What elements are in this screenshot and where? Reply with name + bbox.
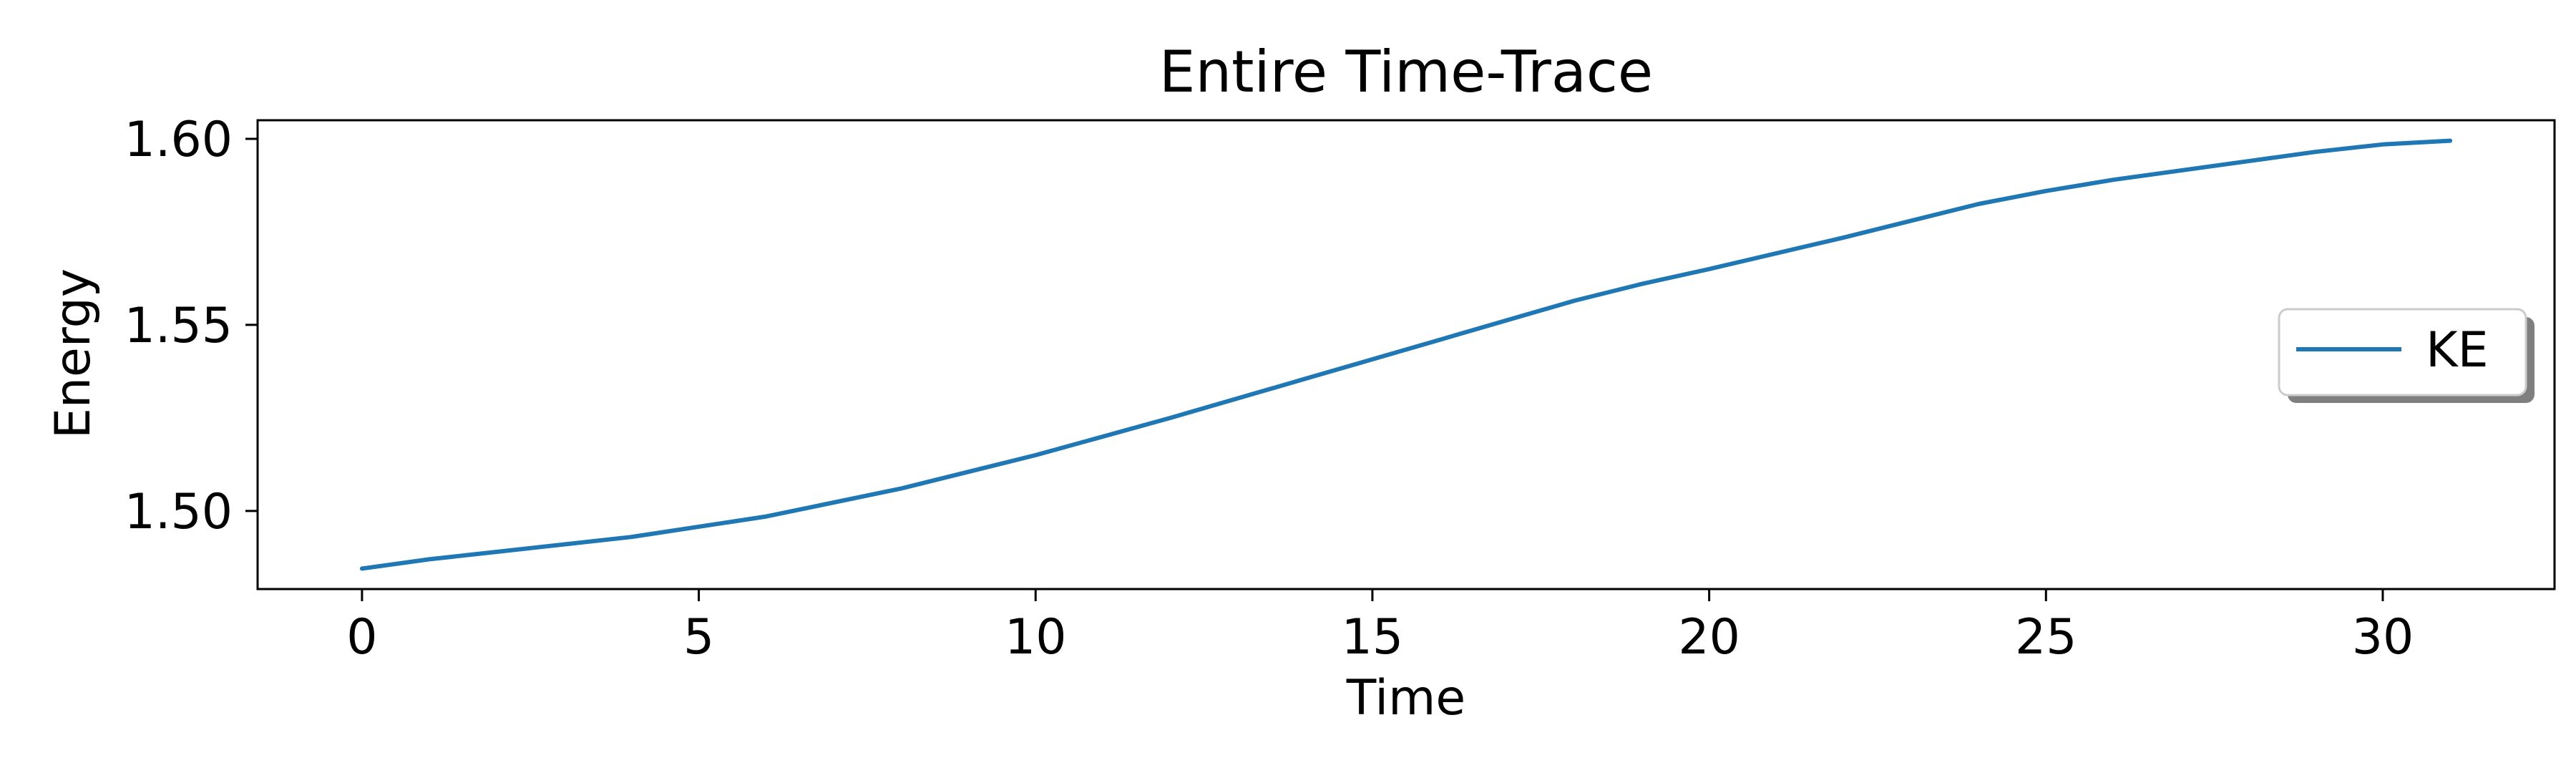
y-tick-label: 1.50 xyxy=(125,484,233,540)
x-tick-label: 30 xyxy=(2352,609,2414,666)
series-line-ke xyxy=(359,138,2453,571)
y-tick-label: 1.60 xyxy=(125,112,233,168)
legend-label-ke: KE xyxy=(2426,322,2489,379)
x-tick-label: 20 xyxy=(1678,609,1740,666)
x-tick-label: 15 xyxy=(1342,609,1404,666)
axes-frame xyxy=(256,119,2556,590)
y-axis-ticks: 1.50 1.55 1.60 xyxy=(125,112,258,540)
x-axis-label: Time xyxy=(1346,670,1465,726)
x-tick-label: 5 xyxy=(683,609,714,666)
x-tick-label: 10 xyxy=(1005,609,1067,666)
x-tick-label: 0 xyxy=(346,609,377,666)
x-tick-label: 25 xyxy=(2015,609,2077,666)
legend: KE xyxy=(2278,308,2534,403)
plot-area: 0 5 10 15 20 25 30 1.50 1.55 1.60 xyxy=(125,112,2556,666)
y-axis-label: Energy xyxy=(45,268,102,439)
legend-box xyxy=(2278,308,2527,397)
chart-title: Entire Time-Trace xyxy=(1159,39,1653,105)
x-axis-ticks: 0 5 10 15 20 25 30 xyxy=(346,589,2414,666)
y-tick-label: 1.55 xyxy=(125,298,233,354)
series-layer xyxy=(359,138,2453,571)
